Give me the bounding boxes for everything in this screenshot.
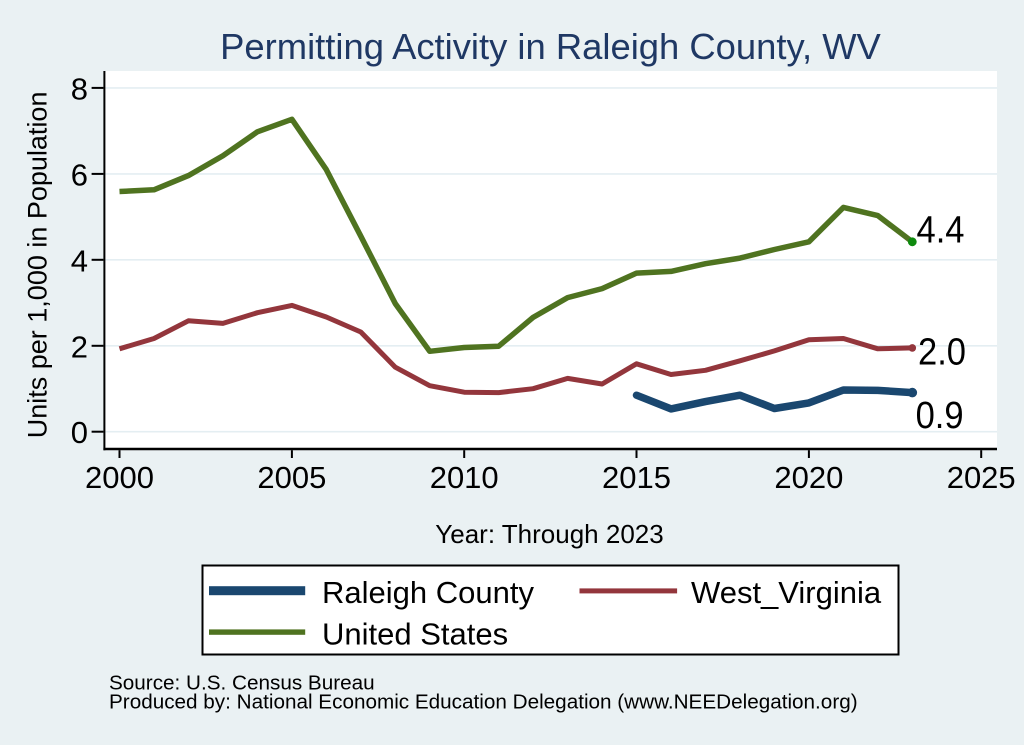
svg-text:2015: 2015 <box>602 460 671 495</box>
svg-text:2005: 2005 <box>257 460 326 495</box>
svg-text:West_Virginia: West_Virginia <box>691 575 882 610</box>
svg-text:4.4: 4.4 <box>917 210 965 252</box>
svg-text:6: 6 <box>71 157 88 192</box>
svg-text:4: 4 <box>71 243 88 278</box>
svg-text:0: 0 <box>71 415 88 450</box>
svg-text:2010: 2010 <box>430 460 499 495</box>
svg-text:Source: U.S. Census Bureau: Source: U.S. Census Bureau <box>109 672 375 695</box>
svg-text:2025: 2025 <box>947 460 1016 495</box>
svg-text:United States: United States <box>322 617 508 652</box>
svg-text:Permitting Activity in Raleigh: Permitting Activity in Raleigh County, W… <box>220 26 881 67</box>
svg-text:Year: Through 2023: Year: Through 2023 <box>435 519 663 549</box>
svg-text:0.9: 0.9 <box>916 395 964 437</box>
svg-text:2.0: 2.0 <box>918 331 966 373</box>
svg-text:Units per 1,000 in Population: Units per 1,000 in Population <box>23 92 53 439</box>
svg-text:2000: 2000 <box>85 460 154 495</box>
svg-text:2: 2 <box>71 329 88 364</box>
svg-text:Raleigh County: Raleigh County <box>322 575 534 610</box>
svg-text:Produced by: National Economic: Produced by: National Economic Education… <box>109 691 858 714</box>
svg-text:2020: 2020 <box>774 460 843 495</box>
svg-text:8: 8 <box>71 71 88 106</box>
